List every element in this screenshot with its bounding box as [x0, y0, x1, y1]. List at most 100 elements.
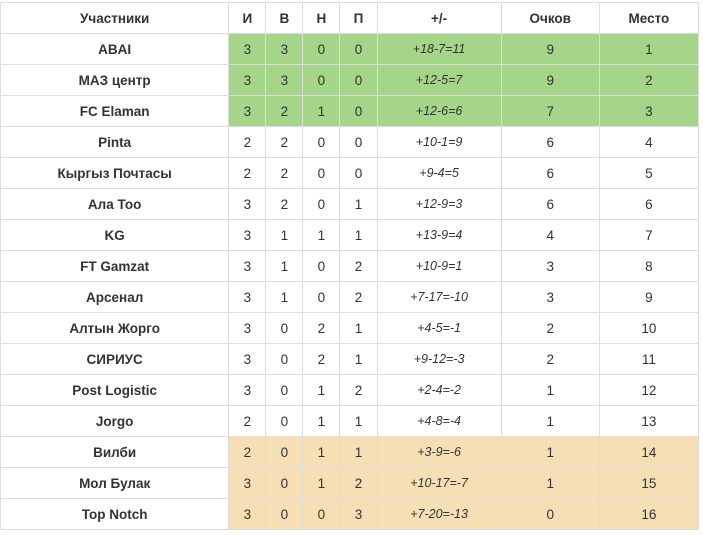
goal-difference-cell: +10-1=9: [376, 126, 502, 158]
points-cell: 1: [500, 374, 600, 406]
won-cell: 0: [265, 312, 304, 344]
header-played: И: [228, 2, 267, 34]
won-cell: 3: [265, 33, 304, 65]
table-row: FT Gamzat 3 1 0 2 +10-9=1 3 8: [0, 250, 700, 282]
standings-header: Участники И В Н П +/- Очков Место: [0, 2, 700, 34]
played-cell: 2: [228, 126, 267, 158]
table-row: KG 3 1 1 1 +13-9=4 4 7: [0, 219, 700, 251]
header-goal-difference: +/-: [376, 2, 502, 34]
won-cell: 0: [265, 374, 304, 406]
standings-body: ABAI 3 3 0 0 +18-7=11 9 1 МАЗ центр 3 3 0 0 +12-5=7 9 2…: [0, 33, 700, 530]
goal-difference-cell: +13-9=4: [376, 219, 502, 251]
team-name-cell: Вилби: [0, 436, 230, 468]
table-row: СИРИУС 3 0 2 1 +9-12=-3 2 11: [0, 343, 700, 375]
drawn-cell: 1: [302, 436, 341, 468]
drawn-cell: 0: [302, 157, 341, 189]
won-cell: 1: [265, 219, 304, 251]
drawn-cell: 0: [302, 33, 341, 65]
played-cell: 3: [228, 312, 267, 344]
lost-cell: 1: [339, 188, 378, 220]
lost-cell: 0: [339, 95, 378, 127]
lost-cell: 1: [339, 343, 378, 375]
team-name-cell: Jorgo: [0, 405, 230, 437]
table-row: Арсенал 3 1 0 2 +7-17=-10 3 9: [0, 281, 700, 313]
points-cell: 3: [500, 281, 600, 313]
played-cell: 3: [228, 467, 267, 499]
played-cell: 3: [228, 343, 267, 375]
won-cell: 2: [265, 157, 304, 189]
team-name-cell: МАЗ центр: [0, 64, 230, 96]
place-cell: 9: [598, 281, 700, 313]
team-name-cell: FT Gamzat: [0, 250, 230, 282]
table-row: Post Logistic 3 0 1 2 +2-4=-2 1 12: [0, 374, 700, 406]
goal-difference-cell: +3-9=-6: [376, 436, 502, 468]
points-cell: 1: [500, 436, 600, 468]
played-cell: 2: [228, 405, 267, 437]
lost-cell: 1: [339, 219, 378, 251]
lost-cell: 0: [339, 33, 378, 65]
goal-difference-cell: +10-17=-7: [376, 467, 502, 499]
goal-difference-cell: +12-6=6: [376, 95, 502, 127]
team-name-cell: Post Logistic: [0, 374, 230, 406]
points-cell: 6: [500, 126, 600, 158]
played-cell: 2: [228, 157, 267, 189]
lost-cell: 1: [339, 405, 378, 437]
place-cell: 11: [598, 343, 700, 375]
lost-cell: 0: [339, 157, 378, 189]
drawn-cell: 2: [302, 343, 341, 375]
goal-difference-cell: +2-4=-2: [376, 374, 502, 406]
place-cell: 10: [598, 312, 700, 344]
played-cell: 3: [228, 498, 267, 530]
lost-cell: 1: [339, 312, 378, 344]
goal-difference-cell: +9-4=5: [376, 157, 502, 189]
points-cell: 2: [500, 312, 600, 344]
drawn-cell: 1: [302, 374, 341, 406]
team-name-cell: Арсенал: [0, 281, 230, 313]
drawn-cell: 0: [302, 64, 341, 96]
team-name-cell: Pinta: [0, 126, 230, 158]
played-cell: 3: [228, 250, 267, 282]
lost-cell: 2: [339, 467, 378, 499]
place-cell: 1: [598, 33, 700, 65]
drawn-cell: 0: [302, 188, 341, 220]
place-cell: 12: [598, 374, 700, 406]
goal-difference-cell: +4-5=-1: [376, 312, 502, 344]
drawn-cell: 2: [302, 312, 341, 344]
drawn-cell: 0: [302, 126, 341, 158]
points-cell: 7: [500, 95, 600, 127]
team-name-cell: Кыргыз Почтасы: [0, 157, 230, 189]
place-cell: 2: [598, 64, 700, 96]
drawn-cell: 1: [302, 467, 341, 499]
table-row: МАЗ центр 3 3 0 0 +12-5=7 9 2: [0, 64, 700, 96]
drawn-cell: 0: [302, 498, 341, 530]
team-name-cell: FC Elaman: [0, 95, 230, 127]
goal-difference-cell: +9-12=-3: [376, 343, 502, 375]
header-points: Очков: [500, 2, 600, 34]
won-cell: 0: [265, 467, 304, 499]
drawn-cell: 1: [302, 219, 341, 251]
goal-difference-cell: +18-7=11: [376, 33, 502, 65]
place-cell: 7: [598, 219, 700, 251]
points-cell: 9: [500, 64, 600, 96]
won-cell: 2: [265, 126, 304, 158]
table-row: Pinta 2 2 0 0 +10-1=9 6 4: [0, 126, 700, 158]
place-cell: 13: [598, 405, 700, 437]
played-cell: 3: [228, 188, 267, 220]
won-cell: 0: [265, 343, 304, 375]
drawn-cell: 1: [302, 405, 341, 437]
won-cell: 3: [265, 64, 304, 96]
goal-difference-cell: +12-9=3: [376, 188, 502, 220]
won-cell: 1: [265, 281, 304, 313]
team-name-cell: Алтын Жорго: [0, 312, 230, 344]
points-cell: 6: [500, 157, 600, 189]
won-cell: 0: [265, 498, 304, 530]
place-cell: 5: [598, 157, 700, 189]
table-row: Top Notch 3 0 0 3 +7-20=-13 0 16: [0, 498, 700, 530]
table-row: Алтын Жорго 3 0 2 1 +4-5=-1 2 10: [0, 312, 700, 344]
lost-cell: 1: [339, 436, 378, 468]
points-cell: 1: [500, 405, 600, 437]
points-cell: 1: [500, 467, 600, 499]
lost-cell: 3: [339, 498, 378, 530]
lost-cell: 2: [339, 374, 378, 406]
lost-cell: 2: [339, 250, 378, 282]
